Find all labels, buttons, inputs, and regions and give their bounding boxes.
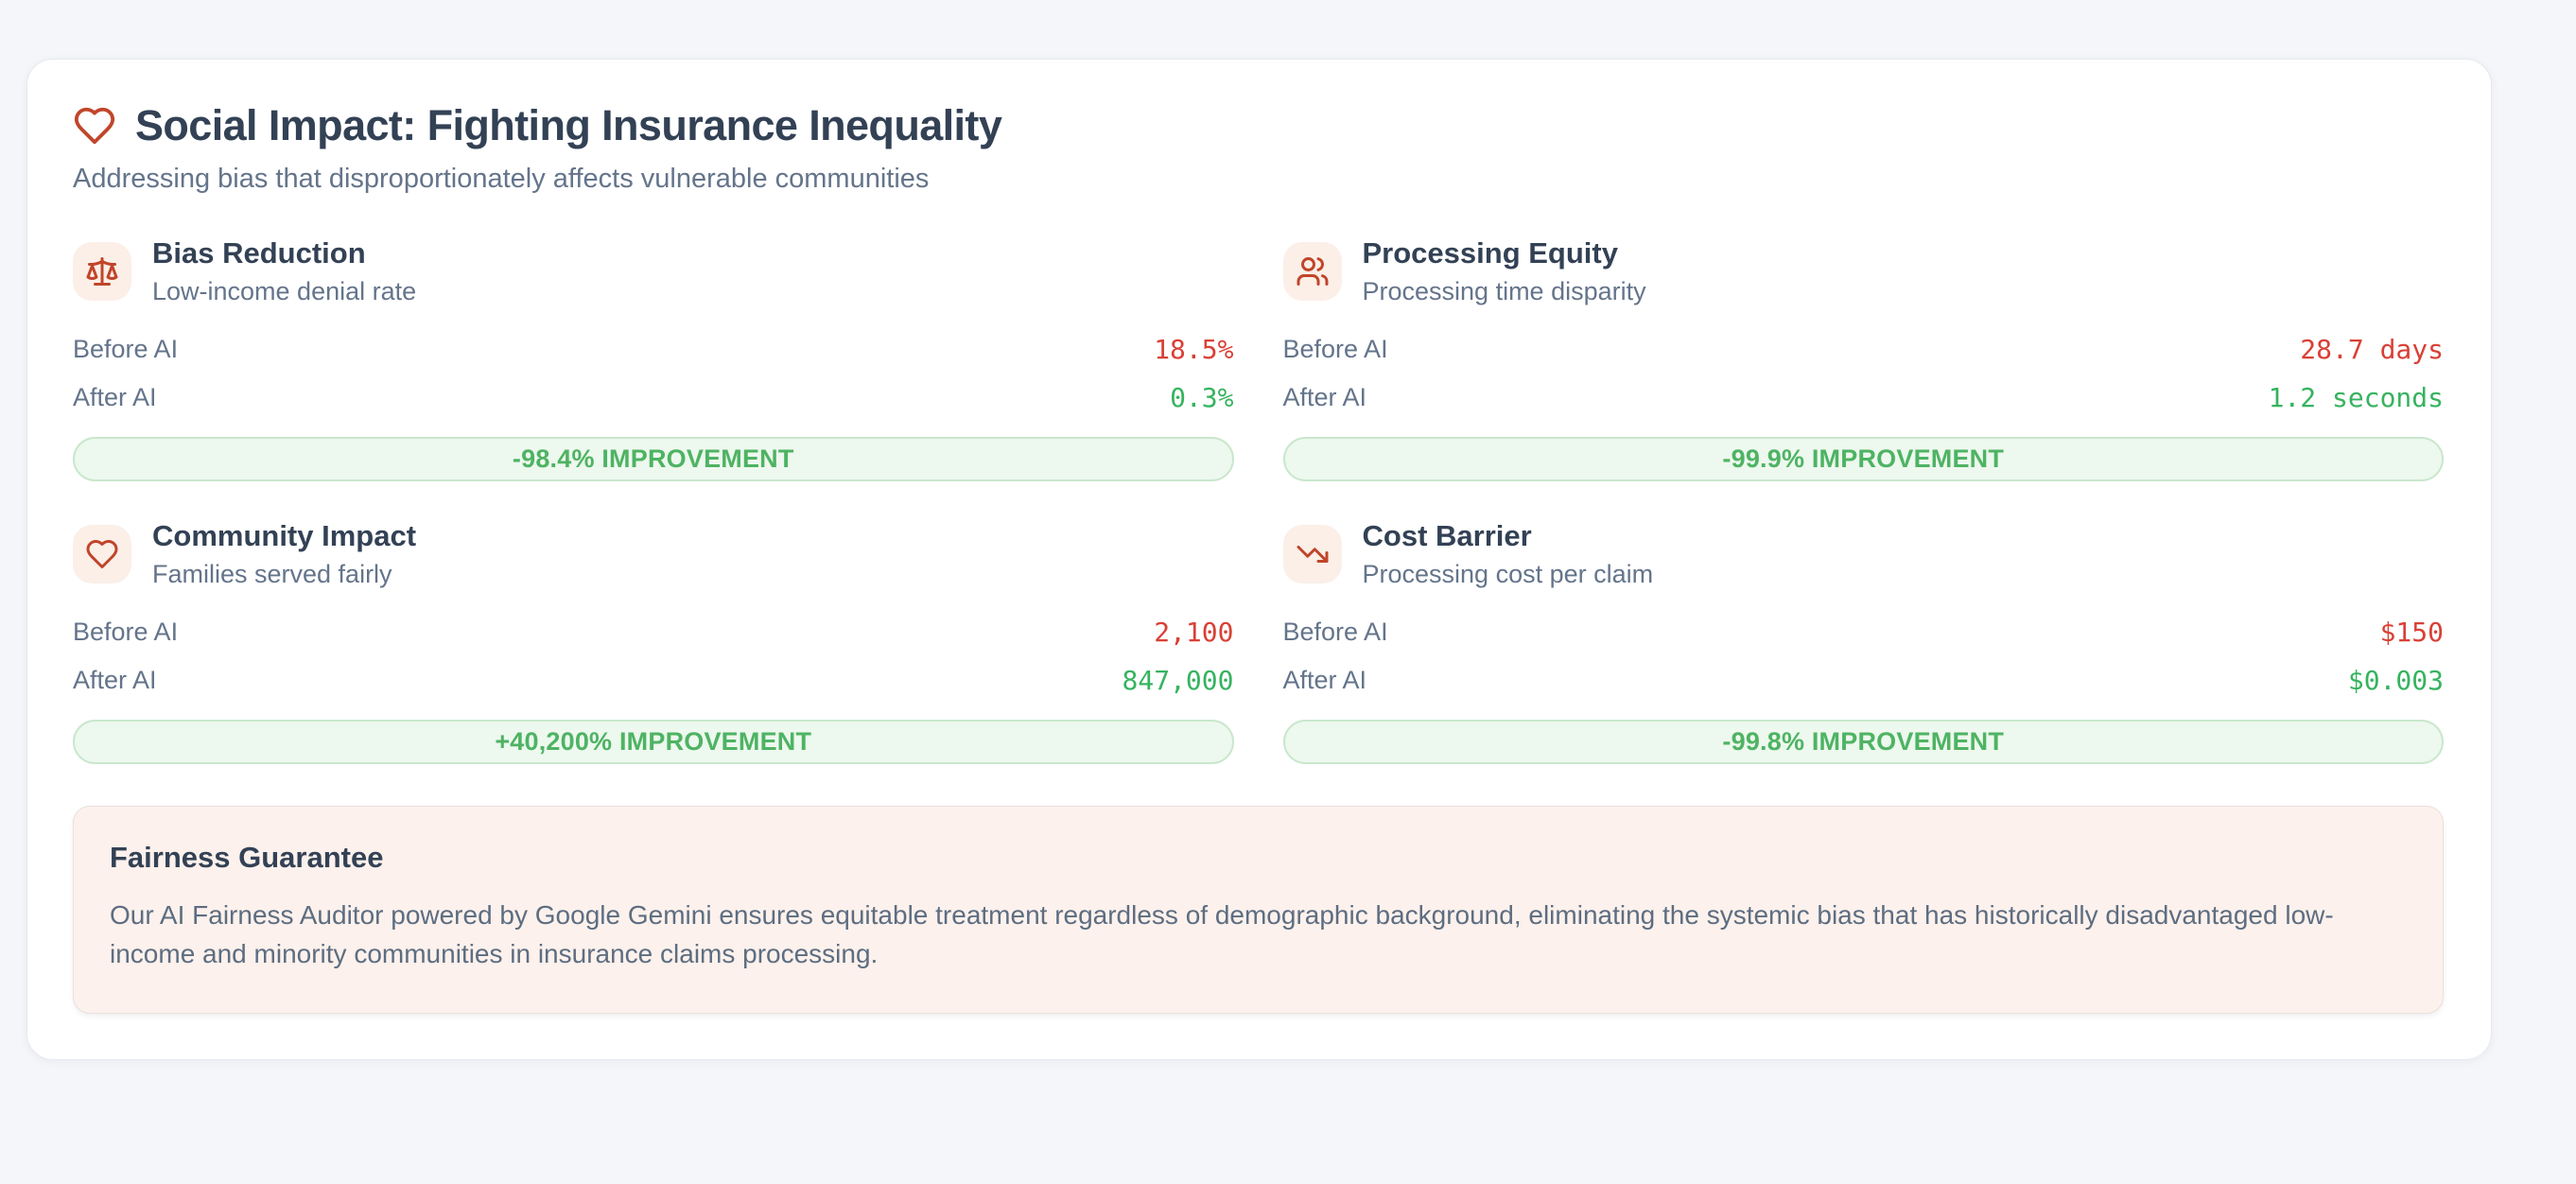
users-icon — [1282, 242, 1342, 301]
fairness-guarantee-title: Fairness Guarantee — [110, 841, 384, 874]
after-ai-label: After AI — [73, 666, 157, 694]
metric-title: Community Impact — [152, 519, 417, 552]
metric-header: Bias Reduction Low-income denial rate — [73, 236, 1234, 306]
after-ai-value: 847,000 — [1122, 665, 1234, 696]
before-ai-row: Before AI 2,100 — [73, 608, 1234, 656]
improvement-badge: -99.9% IMPROVEMENT — [1282, 437, 2444, 481]
metric-subtitle: Processing time disparity — [1362, 277, 1646, 305]
metric-header: Processing Equity Processing time dispar… — [1282, 236, 2445, 306]
metric-title: Cost Barrier — [1362, 519, 1532, 552]
fairness-guarantee-box: Fairness Guarantee Our AI Fairness Audit… — [73, 806, 2444, 1014]
before-ai-value: 2,100 — [1154, 617, 1234, 648]
before-ai-row: Before AI 18.5% — [73, 325, 1234, 374]
before-ai-label: Before AI — [73, 335, 179, 363]
metric-title: Processing Equity — [1362, 236, 1618, 270]
fairness-guarantee-body: Our AI Fairness Auditor powered by Googl… — [110, 900, 2334, 968]
before-ai-label: Before AI — [73, 618, 179, 646]
after-ai-label: After AI — [1282, 383, 1367, 411]
metric-community-impact: Community Impact Families served fairly … — [73, 519, 1234, 764]
page-subtitle: Addressing bias that disproportionately … — [73, 164, 930, 194]
before-ai-value: $150 — [2379, 617, 2444, 648]
metric-subtitle: Processing cost per claim — [1362, 560, 1654, 588]
page-header: Social Impact: Fighting Insurance Inequa… — [73, 101, 2444, 150]
improvement-badge: -99.8% IMPROVEMENT — [1282, 720, 2444, 764]
trending-down-icon — [1282, 525, 1342, 583]
metric-title: Bias Reduction — [152, 236, 366, 270]
social-impact-card: Social Impact: Fighting Insurance Inequa… — [26, 59, 2492, 1060]
after-ai-row: After AI $0.003 — [1283, 656, 2445, 705]
after-ai-value: 0.3% — [1170, 382, 1234, 413]
heart-icon — [73, 525, 131, 583]
metric-header: Community Impact Families served fairly — [73, 519, 1234, 589]
metric-cost-barrier: Cost Barrier Processing cost per claim B… — [1282, 519, 2445, 764]
after-ai-value: 1.2 seconds — [2268, 382, 2444, 413]
improvement-badge: -98.4% IMPROVEMENT — [73, 437, 1234, 481]
improvement-badge: +40,200% IMPROVEMENT — [73, 720, 1234, 764]
before-ai-row: Before AI 28.7 days — [1283, 325, 2445, 374]
metric-subtitle: Families served fairly — [152, 560, 392, 588]
page-title: Social Impact: Fighting Insurance Inequa… — [135, 101, 1002, 149]
after-ai-row: After AI 0.3% — [73, 374, 1234, 422]
metric-bias-reduction: Bias Reduction Low-income denial rate Be… — [73, 236, 1234, 481]
before-ai-row: Before AI $150 — [1283, 608, 2445, 656]
metric-subtitle: Low-income denial rate — [152, 277, 417, 305]
scale-icon — [73, 242, 131, 301]
after-ai-row: After AI 1.2 seconds — [1283, 374, 2445, 422]
heart-icon — [73, 104, 116, 148]
metrics-grid: Bias Reduction Low-income denial rate Be… — [73, 236, 2444, 764]
before-ai-value: 18.5% — [1154, 334, 1234, 365]
after-ai-row: After AI 847,000 — [73, 656, 1234, 705]
before-ai-label: Before AI — [1282, 335, 1388, 363]
metric-header: Cost Barrier Processing cost per claim — [1282, 519, 2445, 589]
metric-processing-equity: Processing Equity Processing time dispar… — [1282, 236, 2445, 481]
before-ai-label: Before AI — [1282, 618, 1388, 646]
before-ai-value: 28.7 days — [2300, 334, 2444, 365]
after-ai-label: After AI — [1282, 666, 1367, 694]
after-ai-value: $0.003 — [2347, 665, 2444, 696]
after-ai-label: After AI — [73, 383, 157, 411]
